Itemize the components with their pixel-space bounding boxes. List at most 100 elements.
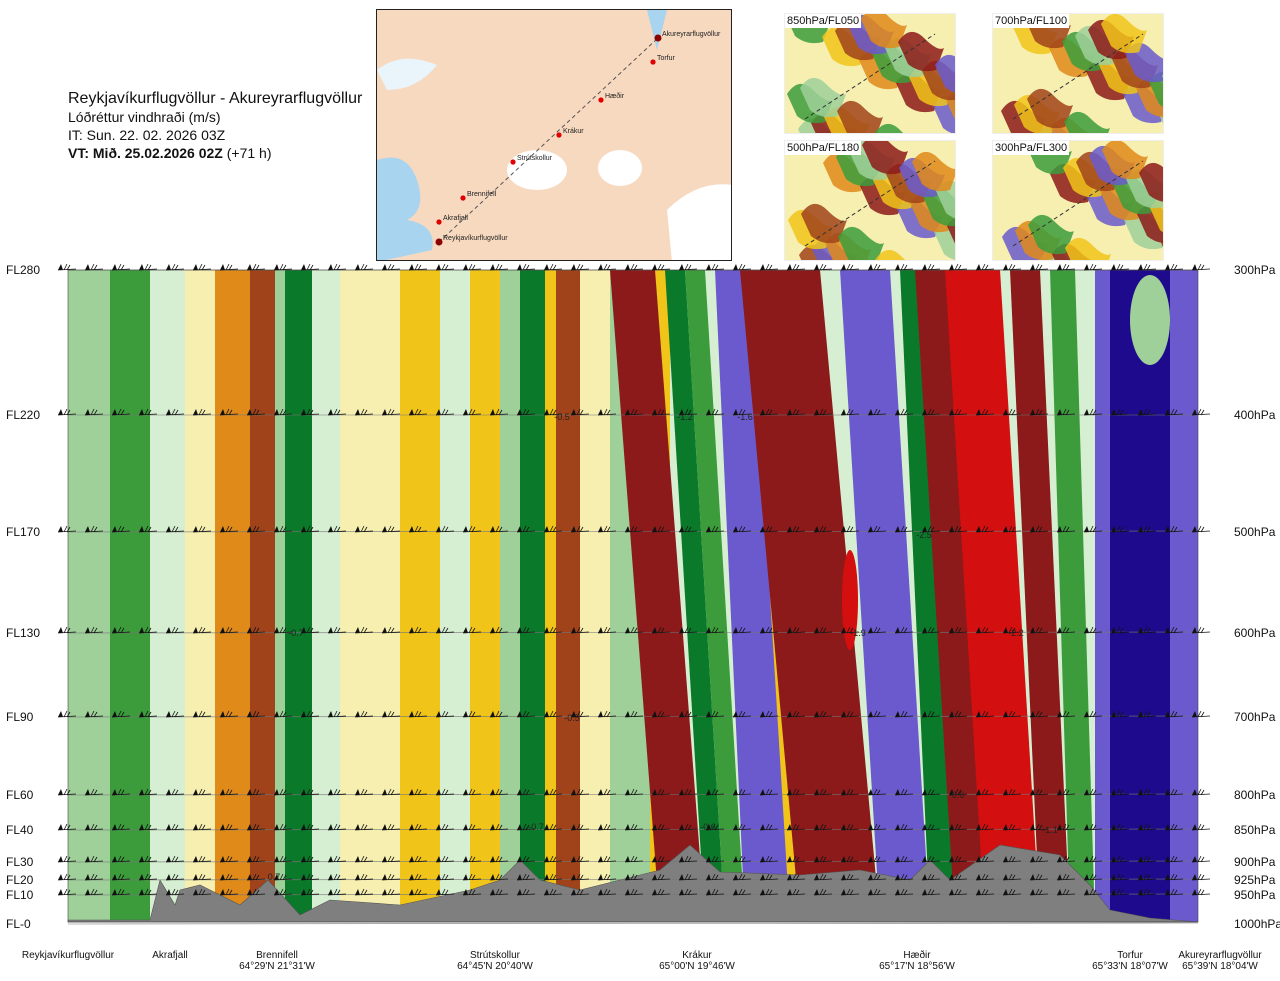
- location-name: Hæðir: [903, 950, 931, 961]
- wind-barb: [192, 710, 212, 718]
- wind-barb: [381, 855, 401, 863]
- wind-barb: [435, 788, 455, 796]
- wind-barb: [408, 626, 428, 634]
- contour-value-label: 0.6: [952, 790, 965, 800]
- wind-barb: [165, 525, 185, 533]
- level-thumbnail[interactable]: 700hPa/FL100: [992, 13, 1164, 134]
- right-tick-label: 500hPa: [1234, 525, 1276, 539]
- thumbnail-field: [993, 14, 1163, 133]
- map-point-marker: [598, 97, 604, 103]
- wind-barb: [975, 263, 995, 271]
- lead-time: (+71 h): [222, 145, 272, 161]
- contour-band: [500, 270, 520, 922]
- wind-barb: [489, 855, 509, 863]
- wind-barb: [1191, 855, 1211, 863]
- level-thumbnail[interactable]: 500hPa/FL180: [784, 140, 956, 261]
- contour-band: [840, 270, 930, 922]
- wind-barb: [84, 525, 104, 533]
- wind-barb: [732, 855, 752, 863]
- wind-barb: [1137, 788, 1157, 796]
- wind-barb: [327, 525, 347, 533]
- left-tick-label: FL40: [6, 823, 34, 837]
- wind-barb: [462, 263, 482, 271]
- wind-barb: [300, 823, 320, 831]
- wind-barb: [165, 408, 185, 416]
- map-point-label: Reykjavíkurflugvöllur: [443, 235, 508, 242]
- level-thumbnail[interactable]: 300hPa/FL300: [992, 140, 1164, 261]
- wind-barb: [1083, 788, 1103, 796]
- wind-barb: [84, 888, 104, 896]
- wind-barb: [273, 263, 293, 271]
- wind-barb: [84, 626, 104, 634]
- wind-barb: [246, 525, 266, 533]
- right-tick-label: 850hPa: [1234, 823, 1276, 837]
- wind-barb: [1191, 525, 1211, 533]
- contour-value-label: -2.2: [1008, 628, 1024, 638]
- wind-barb: [300, 626, 320, 634]
- wind-barb: [489, 823, 509, 831]
- wind-barb: [975, 710, 995, 718]
- wind-barb: [1083, 525, 1103, 533]
- wind-barb: [57, 788, 77, 796]
- wind-barb: [354, 710, 374, 718]
- wind-barb: [759, 408, 779, 416]
- wind-barb: [1164, 626, 1184, 634]
- wind-barb: [435, 626, 455, 634]
- left-tick-label: FL10: [6, 888, 34, 902]
- contour-value-label: -2.5: [916, 530, 932, 540]
- wind-barb: [300, 263, 320, 271]
- wind-barb: [273, 408, 293, 416]
- wind-barb: [867, 263, 887, 271]
- wind-barb: [597, 626, 617, 634]
- wind-barb: [894, 788, 914, 796]
- wind-barb: [192, 525, 212, 533]
- fjord-eyjafjordur: [647, 10, 667, 50]
- contour-core: [842, 550, 858, 650]
- map-point-label: Brennifell: [467, 191, 497, 198]
- map-point-marker: [436, 219, 442, 225]
- wind-barb: [435, 525, 455, 533]
- wind-barb: [354, 823, 374, 831]
- wind-barb: [543, 888, 563, 896]
- wind-barb: [786, 888, 806, 896]
- level-thumbnail[interactable]: 850hPa/FL050: [784, 13, 956, 134]
- wind-barb: [1029, 823, 1049, 831]
- wind-barb: [786, 408, 806, 416]
- contour-band: [185, 270, 215, 922]
- wind-barb: [570, 788, 590, 796]
- wind-barb: [1164, 710, 1184, 718]
- wind-barb: [1110, 823, 1130, 831]
- wind-barb: [678, 888, 698, 896]
- wind-barb: [138, 888, 158, 896]
- left-tick-label: FL60: [6, 788, 34, 802]
- wind-barb: [813, 263, 833, 271]
- wind-barb: [219, 626, 239, 634]
- wind-barb: [948, 873, 968, 881]
- contour-band: [580, 270, 610, 922]
- wind-barb: [408, 855, 428, 863]
- wind-barb: [408, 888, 428, 896]
- wind-barb: [408, 788, 428, 796]
- wind-barb: [975, 788, 995, 796]
- wind-barb: [975, 888, 995, 896]
- wind-barb: [1110, 626, 1130, 634]
- wind-barb: [678, 873, 698, 881]
- contour-band: [1110, 270, 1170, 922]
- wind-barb: [543, 788, 563, 796]
- wind-barb: [138, 525, 158, 533]
- wind-barb: [1002, 888, 1022, 896]
- contour-band: [470, 270, 500, 922]
- wind-barb: [786, 873, 806, 881]
- wind-barb: [786, 710, 806, 718]
- wind-barb: [1110, 855, 1130, 863]
- wind-barb: [759, 855, 779, 863]
- wind-barb: [246, 888, 266, 896]
- wind-barb: [516, 823, 536, 831]
- contour-value-label: -0.6: [700, 822, 716, 832]
- wind-barbs: [57, 263, 1211, 896]
- contour-value-label: -0.7: [288, 628, 304, 638]
- wind-barb: [84, 823, 104, 831]
- wind-barb: [138, 263, 158, 271]
- wind-barb: [1029, 525, 1049, 533]
- wind-barb: [759, 873, 779, 881]
